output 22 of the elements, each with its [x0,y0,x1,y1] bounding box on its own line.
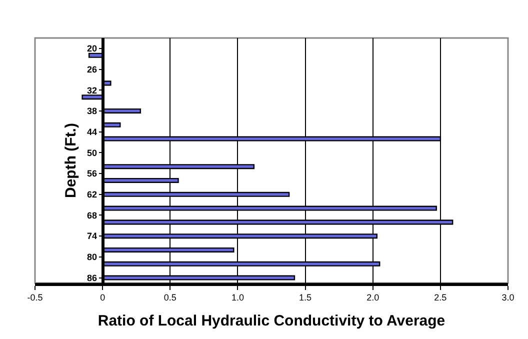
y-tick-label: 62 [87,190,98,200]
y-tick-label: 80 [87,252,98,262]
x-tick-label: 0 [100,292,106,303]
x-tick-label: -0.5 [27,292,43,303]
y-axis-title: Depth (Ft.) [62,123,80,198]
x-axis-title: Ratio of Local Hydraulic Conductivity to Average [98,312,446,330]
y-tick-label: 74 [87,231,98,242]
x-tick-label: 2.0 [366,292,380,303]
x-tick-label: 2.5 [434,292,447,303]
y-tick-label: 20 [87,44,98,54]
x-tick-label: 3.0 [502,292,514,303]
y-tick-label: 68 [87,210,98,220]
y-tick-label: 56 [87,168,98,179]
y-tick-label: 44 [87,126,98,137]
y-tick-label: 86 [87,272,98,283]
x-tick-label: 1.5 [299,292,312,303]
y-tick-label: 50 [87,148,98,158]
y-tick-label: 26 [87,64,98,74]
x-tick-label: 0.5 [164,292,176,303]
y-tick-label: 32 [87,85,98,96]
y-tick-label: 38 [87,106,98,116]
x-tick-label: 1.0 [231,292,244,303]
